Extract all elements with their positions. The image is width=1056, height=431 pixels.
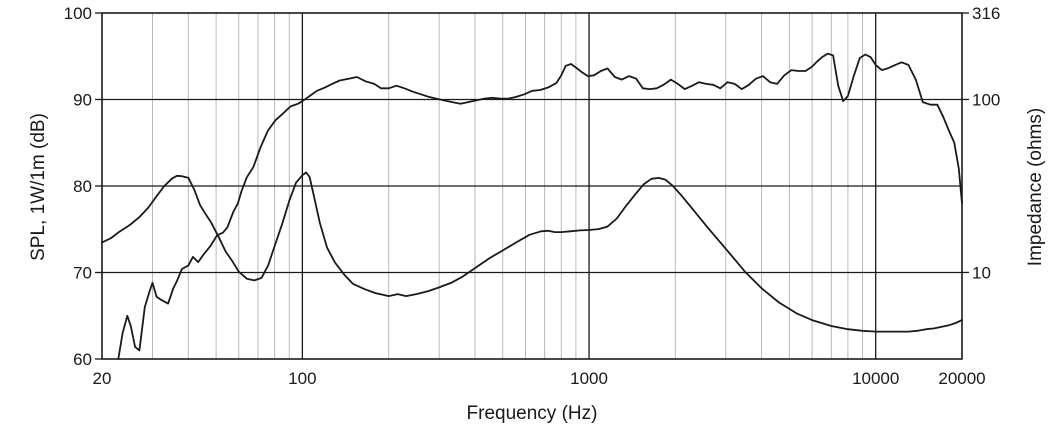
x-tick-label: 20 (93, 369, 112, 388)
y-tick-label: 100 (64, 4, 92, 23)
major-grid (102, 13, 962, 359)
x-tick-label: 100 (288, 369, 316, 388)
y2-tick-labels: 10 100 316 (972, 4, 1000, 282)
y-axis-title: SPL, 1W/1m (dB) (28, 113, 49, 261)
x-tick-label: 20000 (938, 369, 985, 388)
x-tick-label: 10000 (852, 369, 899, 388)
x-tick-labels: 20 100 1000 10000 20000 (93, 369, 986, 388)
axis-ticks (95, 12, 969, 360)
y2-tick-label: 316 (972, 4, 1000, 23)
y-tick-label: 60 (73, 350, 92, 369)
y2-axis-title: Impedance (ohms) (1025, 108, 1046, 266)
series-layer (101, 52, 963, 360)
x-tick-label: 1000 (570, 369, 608, 388)
y-tick-label: 90 (73, 91, 92, 110)
y-tick-label: 70 (73, 264, 92, 283)
y-tick-labels: 60 70 80 90 100 (64, 4, 92, 369)
x-axis-title: Frequency (Hz) (467, 403, 598, 424)
spl-series-line (117, 52, 963, 360)
y2-tick-label: 100 (972, 90, 1000, 109)
y2-tick-label: 10 (972, 263, 991, 282)
y-tick-label: 80 (73, 177, 92, 196)
impedance-series-line (101, 171, 963, 333)
